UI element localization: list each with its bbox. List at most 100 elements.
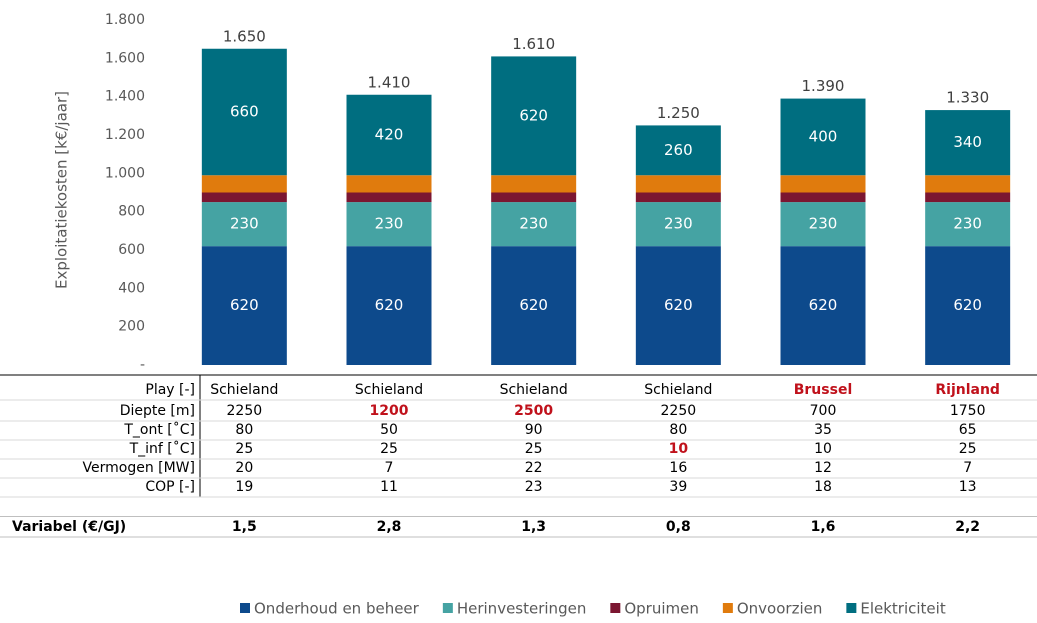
legend-label: Elektriciteit xyxy=(860,600,945,618)
table-cell: 25 xyxy=(235,441,253,457)
bar-segment xyxy=(491,246,577,365)
legend-swatch xyxy=(610,603,621,613)
legend-label: Onvoorzien xyxy=(737,600,823,618)
row-label: T_ont [˚C] xyxy=(123,421,195,438)
table-cell: 2,8 xyxy=(377,519,402,535)
table-cell: 80 xyxy=(235,422,253,438)
bar-segment xyxy=(925,175,1011,193)
bar-segment xyxy=(201,202,287,247)
legend-swatch xyxy=(240,603,250,613)
bar-segment xyxy=(201,246,287,365)
legend-label: Onderhoud en beheer xyxy=(254,600,420,618)
data-label: 230 xyxy=(230,215,259,233)
data-label: 230 xyxy=(519,215,548,233)
bar-segment xyxy=(201,192,287,203)
legend-swatch xyxy=(722,603,733,613)
table-cell: 7 xyxy=(963,460,972,476)
y-tick-label: 200 xyxy=(118,319,145,335)
bar-segment xyxy=(780,192,866,203)
table-cell: 16 xyxy=(669,460,687,476)
data-label: 620 xyxy=(519,106,548,124)
data-label: 620 xyxy=(953,296,982,314)
y-tick-label: 1.200 xyxy=(105,127,145,143)
bar-segment xyxy=(635,192,721,203)
table-cell: 12 xyxy=(814,460,832,476)
table-cell: 22 xyxy=(525,460,543,476)
bar-segment xyxy=(780,175,866,193)
data-label: 620 xyxy=(230,296,259,314)
legend-swatch xyxy=(442,603,453,613)
table-cell: 20 xyxy=(235,460,253,476)
table-cell: 35 xyxy=(814,422,832,438)
data-label: 620 xyxy=(664,296,693,314)
bar-segment xyxy=(346,175,432,193)
bar-segment xyxy=(635,202,721,247)
bar-segment xyxy=(925,202,1011,247)
row-label: Play [-] xyxy=(145,382,195,398)
table-cell: 80 xyxy=(669,422,687,438)
total-label: 1.330 xyxy=(946,89,989,107)
table-cell: 23 xyxy=(525,479,543,495)
y-tick-label: 400 xyxy=(118,280,145,296)
table-cell: 1200 xyxy=(370,403,409,419)
bar-segment xyxy=(780,202,866,247)
table-cell: 700 xyxy=(810,403,837,419)
y-tick-label: 1.800 xyxy=(105,12,145,28)
table-cell: 1750 xyxy=(950,403,986,419)
legend-swatch xyxy=(846,603,857,613)
table-cell: 39 xyxy=(669,479,687,495)
table-cell: 11 xyxy=(380,479,398,495)
bar-segment xyxy=(780,98,866,176)
table-cell: Schieland xyxy=(355,382,423,398)
table-cell: Schieland xyxy=(210,382,278,398)
table-cell: 10 xyxy=(814,441,832,457)
y-axis-title: Exploitatiekosten [k€/jaar] xyxy=(53,91,71,289)
data-label: 230 xyxy=(375,215,404,233)
table-cell: Schieland xyxy=(644,382,712,398)
bar-segment xyxy=(201,175,287,193)
row-label: COP [-] xyxy=(145,479,195,495)
data-label: 420 xyxy=(375,126,404,144)
bar-segment xyxy=(346,246,432,365)
table-cell: 2500 xyxy=(514,403,553,419)
bar-segment xyxy=(925,110,1011,176)
data-label: 230 xyxy=(664,215,693,233)
table-cell: Schieland xyxy=(500,382,568,398)
table-cell: 18 xyxy=(814,479,832,495)
row-label: Vermogen [MW] xyxy=(83,460,196,476)
table-cell: 65 xyxy=(959,422,977,438)
table-cell: Rijnland xyxy=(935,382,1000,398)
data-label: 620 xyxy=(375,296,404,314)
bar-segment xyxy=(635,125,721,176)
bar-segment xyxy=(346,192,432,203)
data-label: 620 xyxy=(519,296,548,314)
legend-label: Herinvesteringen xyxy=(457,600,586,618)
row-label: T_inf [˚C] xyxy=(129,440,195,457)
bar-segment xyxy=(491,192,577,203)
table-cell: 19 xyxy=(235,479,253,495)
y-tick-label: - xyxy=(140,357,145,373)
data-label: 260 xyxy=(664,141,693,159)
table-cell: 25 xyxy=(525,441,543,457)
table-cell: 1,6 xyxy=(811,519,836,535)
bar-segment xyxy=(346,202,432,247)
bar-segment xyxy=(635,246,721,365)
bar-segment xyxy=(346,94,432,176)
total-label: 1.410 xyxy=(368,73,411,91)
table-cell: 10 xyxy=(669,441,689,457)
bar-segment xyxy=(780,246,866,365)
data-label: 660 xyxy=(230,103,259,121)
data-label: 230 xyxy=(953,215,982,233)
table-cell: 2250 xyxy=(661,403,697,419)
table-cell: 0,8 xyxy=(666,519,691,535)
legend-label: Opruimen xyxy=(624,600,699,618)
table-cell: Brussel xyxy=(794,382,853,398)
bar-segment xyxy=(491,175,577,193)
table-cell: 7 xyxy=(385,460,394,476)
bar-segment xyxy=(925,192,1011,203)
total-label: 1.250 xyxy=(657,104,700,122)
total-label: 1.390 xyxy=(802,77,845,95)
table-cell: 25 xyxy=(380,441,398,457)
y-tick-label: 600 xyxy=(118,242,145,258)
